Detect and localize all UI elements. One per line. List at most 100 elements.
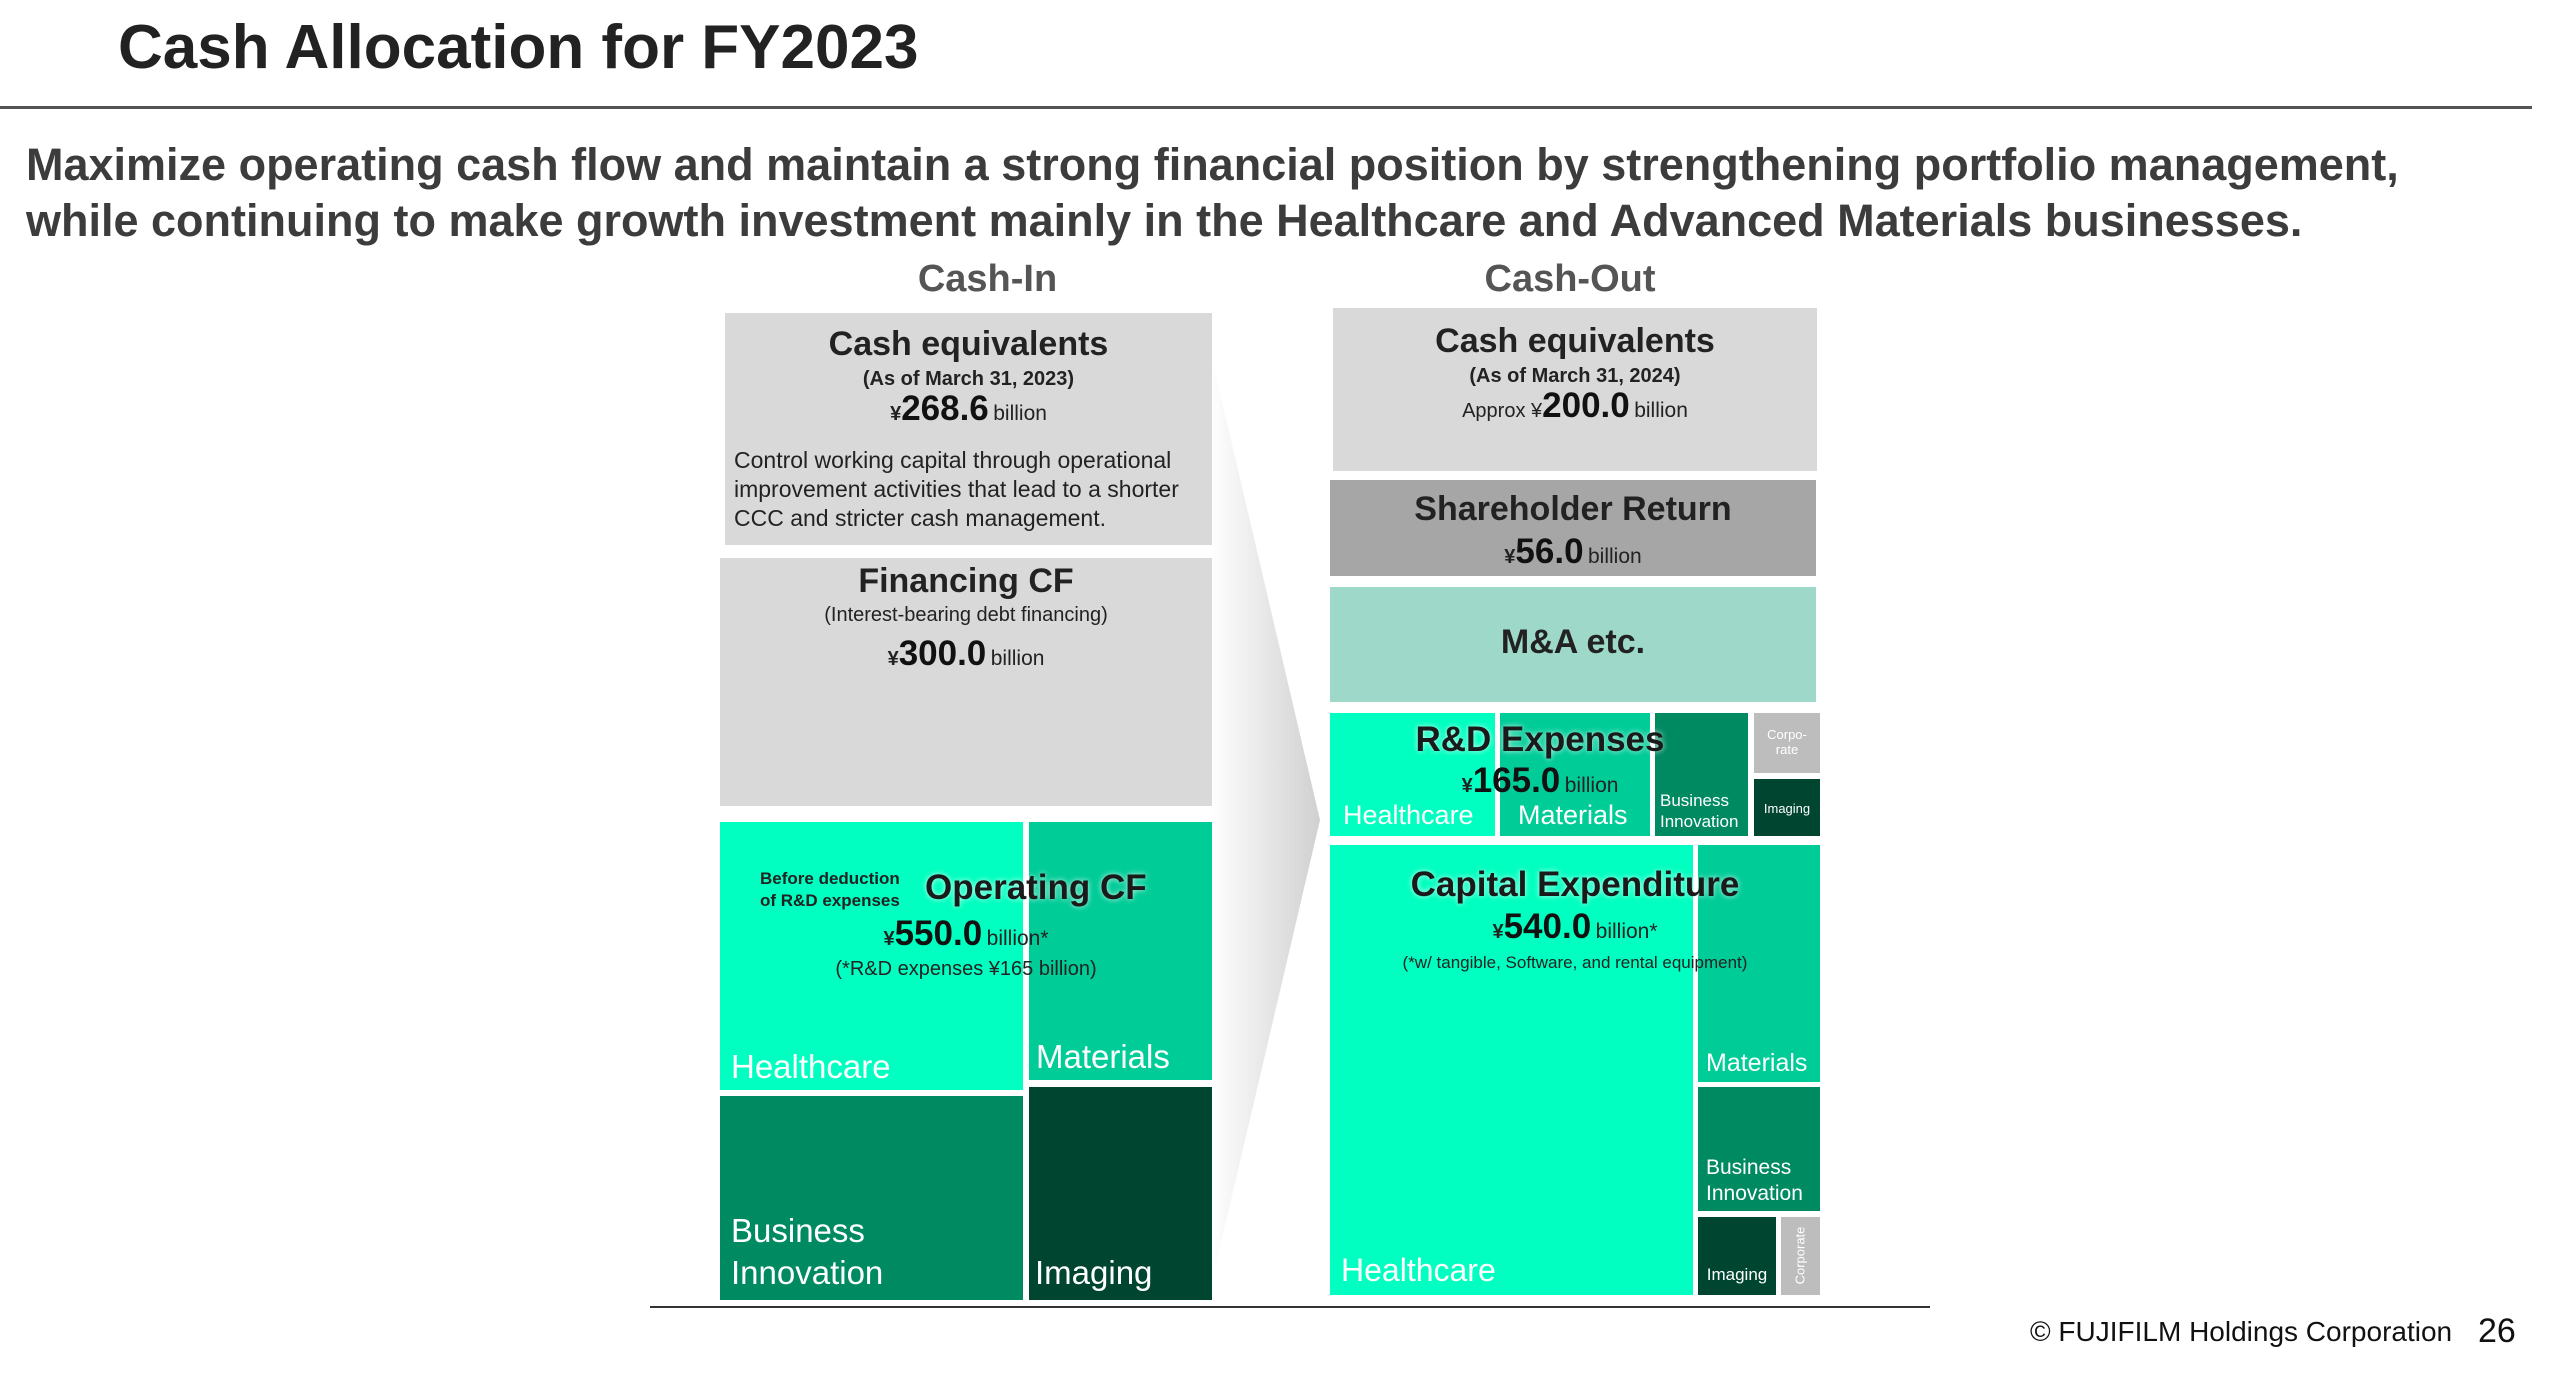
- label-line-2: Innovation: [1660, 812, 1739, 831]
- unit-label: billion*: [1595, 920, 1658, 943]
- capex-healthcare-block: Healthcare: [1330, 845, 1693, 1295]
- label-line-1: Corpo-: [1767, 727, 1807, 742]
- note-line-2: improvement activities that lead to a sh…: [734, 476, 1179, 502]
- operating-cf-imaging-label: Imaging: [1035, 1254, 1153, 1291]
- cash-in-cash-equivalents-value: 268.6: [901, 389, 989, 428]
- capex-note: (*w/ tangible, Software, and rental equi…: [1402, 953, 1748, 972]
- financing-cf-amount: ¥300.0 billion: [720, 634, 1212, 674]
- rd-expenses-value: 165.0: [1472, 761, 1561, 800]
- page-title: Cash Allocation for FY2023: [118, 13, 919, 82]
- label-line-1: Business: [1660, 791, 1729, 810]
- operating-cf-business-innovation-block: Business Innovation: [720, 1096, 1023, 1300]
- currency-symbol: ¥: [1461, 775, 1473, 797]
- cash-in-cash-equivalents-title: Cash equivalents: [828, 325, 1109, 363]
- capex-corporate-block: Corporate: [1781, 1217, 1820, 1295]
- capex-healthcare-label: Healthcare: [1341, 1252, 1496, 1288]
- operating-cf-amount: ¥550.0 billion*: [720, 914, 1212, 954]
- cash-out-cash-equivalents-value: 200.0: [1542, 386, 1630, 425]
- capex-materials-label: Materials: [1706, 1049, 1808, 1077]
- operating-cf-title: Operating CF: [925, 868, 1147, 907]
- unit-label: billion: [993, 402, 1047, 425]
- operating-cf-imaging-block: Imaging: [1029, 1087, 1212, 1300]
- cash-out-cash-equivalents-amount: Approx ¥200.0 billion: [1333, 386, 1817, 426]
- subtitle-line-2: while continuing to make growth investme…: [26, 195, 2303, 246]
- unit-label: billion: [1588, 545, 1642, 568]
- label-line-2: Innovation: [1706, 1182, 1803, 1205]
- capex-materials-block: Materials: [1698, 845, 1820, 1082]
- currency-symbol: ¥: [1504, 546, 1516, 568]
- rd-business-innovation-block: Business Innovation: [1655, 713, 1748, 836]
- pre-note-line-1: Before deduction: [760, 869, 900, 888]
- chart-baseline: [650, 1306, 1930, 1308]
- capex-business-innovation-block: Business Innovation: [1698, 1087, 1820, 1211]
- currency-symbol: ¥: [1492, 921, 1504, 943]
- footer-copyright: © FUJIFILM Holdings Corporation: [2030, 1316, 2453, 1347]
- rd-imaging-block: Imaging: [1754, 779, 1820, 836]
- note-line-1: Control working capital through operatio…: [734, 447, 1172, 473]
- capex-corporate-label: Corporate: [1792, 1226, 1808, 1285]
- currency-symbol: ¥: [890, 403, 902, 425]
- shareholder-return-value: 56.0: [1515, 532, 1584, 571]
- unit-label: billion: [990, 647, 1045, 670]
- cash-in-cash-equivalents-amount: ¥268.6 billion: [725, 389, 1212, 429]
- rd-expenses-title: R&D Expenses: [1415, 720, 1665, 759]
- operating-cf-note: (*R&D expenses ¥165 billion): [835, 958, 1097, 980]
- shareholder-return-amount: ¥56.0 billion: [1330, 532, 1816, 572]
- financing-cf-subtitle: (Interest-bearing debt financing): [824, 604, 1108, 626]
- cash-in-heading: Cash-In: [917, 258, 1058, 300]
- label-line-1: Business: [1706, 1156, 1792, 1179]
- flow-arrow-shape: [1210, 350, 1320, 1290]
- cash-out-cash-equivalents-block: Cash equivalents (As of March 31, 2024) …: [1333, 308, 1817, 471]
- cash-in-cash-equivalents-note: Control working capital through operatio…: [734, 446, 1209, 533]
- financing-cf-title: Financing CF: [858, 562, 1074, 600]
- capex-imaging-block: Imaging: [1698, 1217, 1776, 1295]
- subtitle-line-1: Maximize operating cash flow and maintai…: [26, 139, 2399, 190]
- operating-cf-value: 550.0: [894, 914, 983, 953]
- rd-corporate-block: Corpo- rate: [1754, 713, 1820, 773]
- pre-note-line-2: of R&D expenses: [760, 891, 900, 910]
- approx-prefix: Approx ¥: [1462, 400, 1543, 422]
- rd-materials-label: Materials: [1518, 800, 1628, 830]
- capex-value: 540.0: [1503, 907, 1592, 946]
- capex-title: Capital Expenditure: [1330, 865, 1820, 905]
- label-line-1: Business: [731, 1212, 865, 1249]
- ma-title: M&A etc.: [1500, 623, 1646, 661]
- capex-amount: ¥540.0 billion*: [1330, 907, 1820, 947]
- currency-symbol: ¥: [887, 648, 899, 670]
- unit-label: billion: [1634, 399, 1688, 422]
- currency-symbol: ¥: [883, 928, 895, 950]
- capex-business-innovation-label: Business Innovation: [1706, 1155, 1803, 1207]
- rd-materials-block: Materials: [1500, 713, 1650, 836]
- ma-block: M&A etc.: [1330, 587, 1816, 702]
- page-number: 26: [2478, 1312, 2516, 1350]
- capex-imaging-label: Imaging: [1706, 1265, 1768, 1284]
- capex-title-text: Capital Expenditure: [1410, 865, 1740, 904]
- operating-cf-pre-note: Before deduction of R&D expenses: [760, 868, 900, 912]
- rd-expenses-amount: ¥165.0 billion: [1330, 761, 1750, 801]
- cash-in-cash-equivalents-date: (As of March 31, 2023): [862, 368, 1075, 390]
- operating-cf-materials-label: Materials: [1036, 1038, 1170, 1075]
- rd-healthcare-block: Healthcare: [1330, 713, 1495, 836]
- financing-cf-value: 300.0: [898, 634, 987, 673]
- operating-cf-healthcare-block: Healthcare: [720, 822, 1023, 1090]
- note-line-3: CCC and stricter cash management.: [734, 505, 1106, 531]
- shareholder-return-title: Shareholder Return: [1414, 490, 1732, 528]
- shareholder-return-block: Shareholder Return ¥56.0 billion: [1330, 480, 1816, 576]
- unit-label: billion*: [986, 927, 1049, 950]
- cash-out-cash-equivalents-title: Cash equivalents: [1435, 322, 1715, 360]
- operating-cf-business-innovation-label: Business Innovation: [731, 1210, 883, 1294]
- label-line-2: rate: [1775, 742, 1799, 757]
- rd-business-innovation-label: Business Innovation: [1660, 790, 1738, 832]
- cash-in-cash-equivalents-block: Cash equivalents (As of March 31, 2023) …: [725, 313, 1212, 545]
- cash-out-heading: Cash-Out: [1484, 258, 1656, 300]
- rd-imaging-label: Imaging: [1763, 801, 1811, 816]
- unit-label: billion: [1564, 774, 1619, 797]
- label-line-2: Innovation: [731, 1254, 884, 1291]
- rd-healthcare-label: Healthcare: [1343, 800, 1474, 830]
- rd-corporate-label: Corpo- rate: [1754, 727, 1820, 757]
- financing-cf-block: Financing CF (Interest-bearing debt fina…: [720, 558, 1212, 806]
- title-divider: [0, 106, 2532, 109]
- operating-cf-materials-block: Materials: [1029, 822, 1212, 1080]
- cash-out-cash-equivalents-date: (As of March 31, 2024): [1469, 365, 1681, 387]
